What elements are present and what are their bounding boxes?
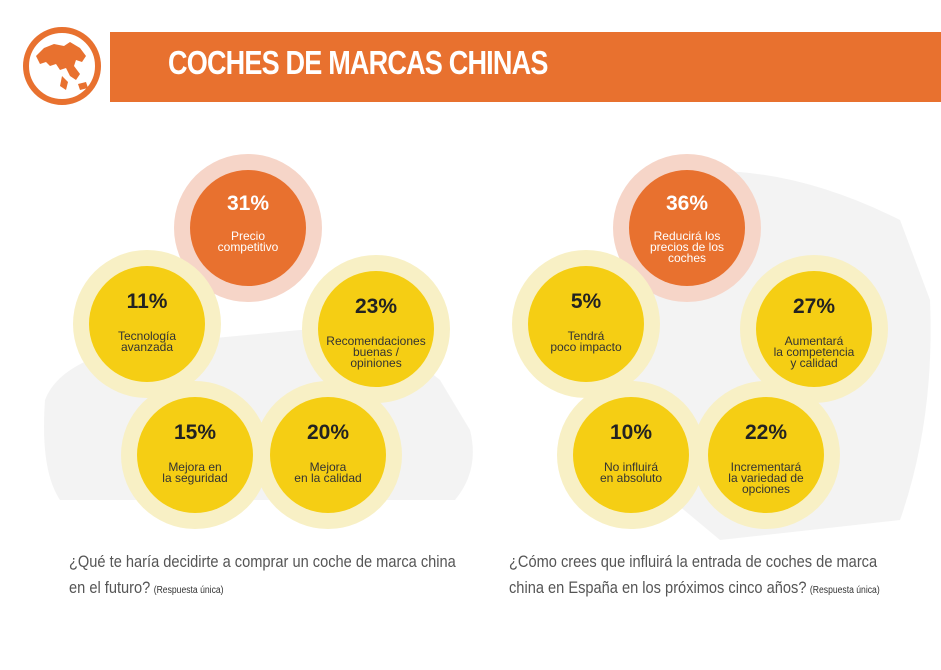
- bubble-circle: [528, 266, 644, 382]
- bubble-label: la competencia: [774, 345, 855, 359]
- bubble-value: 31%: [227, 192, 269, 215]
- bubble-circle: [756, 271, 872, 387]
- bubble-circle: [629, 170, 745, 286]
- question-1-text: ¿Qué te haría decidirte a comprar un coc…: [69, 552, 456, 597]
- question-2: ¿Cómo crees que influirá la entrada de c…: [509, 549, 905, 604]
- question-2-note: (Respuesta única): [809, 585, 880, 596]
- bubble-circle: [318, 271, 434, 387]
- bubble-circle: [708, 397, 824, 513]
- question-1: ¿Qué te haría decidirte a comprar un coc…: [69, 549, 465, 604]
- bubble-value: 10%: [610, 421, 652, 444]
- bubble-value: 23%: [355, 295, 397, 318]
- bubble-value: 11%: [127, 290, 168, 313]
- bubble-label: precios de los: [650, 240, 724, 254]
- bubble-label: poco impacto: [550, 340, 622, 354]
- bubble-label: en la calidad: [294, 471, 361, 485]
- bubble-label: Tecnología: [118, 329, 176, 343]
- bubble-label: opciones: [742, 482, 790, 496]
- bubble-label: en absoluto: [600, 471, 662, 485]
- bubble-label: avanzada: [121, 340, 173, 354]
- bubble-value: 5%: [571, 290, 602, 313]
- bubble-circle: [190, 170, 306, 286]
- bubble-circle: [573, 397, 689, 513]
- title-banner: [110, 32, 941, 102]
- bubble-value: 22%: [745, 421, 787, 444]
- bubble-label: Incrementará: [731, 460, 802, 474]
- bubble-label: Recomendaciones: [326, 334, 425, 348]
- bubble-circle: [89, 266, 205, 382]
- bubble-value: 20%: [307, 421, 349, 444]
- bubble-circle: [137, 397, 253, 513]
- bubble-label: coches: [668, 251, 706, 265]
- bubble-circle: [270, 397, 386, 513]
- bubble-label: buenas /: [353, 345, 400, 359]
- bubble-label: Mejora: [310, 460, 347, 474]
- bubble-value: 36%: [666, 192, 708, 215]
- bubble-label: Aumentará: [785, 334, 844, 348]
- page-title: COCHES DE MARCAS CHINAS: [168, 44, 548, 81]
- bubble-label: y calidad: [790, 356, 837, 370]
- bubble-label: No influirá: [604, 460, 658, 474]
- bubble-label: opiniones: [350, 356, 401, 370]
- bubble-label: Reducirá los: [654, 229, 721, 243]
- question-1-note: (Respuesta única): [153, 585, 224, 596]
- bubble-value: 27%: [793, 295, 835, 318]
- bubble-label: Precio: [231, 229, 265, 243]
- bubble-label: competitivo: [218, 240, 279, 254]
- bubble-label: la variedad de: [728, 471, 804, 485]
- question-2-text: ¿Cómo crees que influirá la entrada de c…: [509, 552, 878, 597]
- bubble-value: 15%: [174, 421, 216, 444]
- bubble-label: Mejora en: [168, 460, 221, 474]
- globe-asia-icon: [23, 27, 101, 105]
- bubble-label: la seguridad: [162, 471, 227, 485]
- bubble-label: Tendrá: [568, 329, 605, 343]
